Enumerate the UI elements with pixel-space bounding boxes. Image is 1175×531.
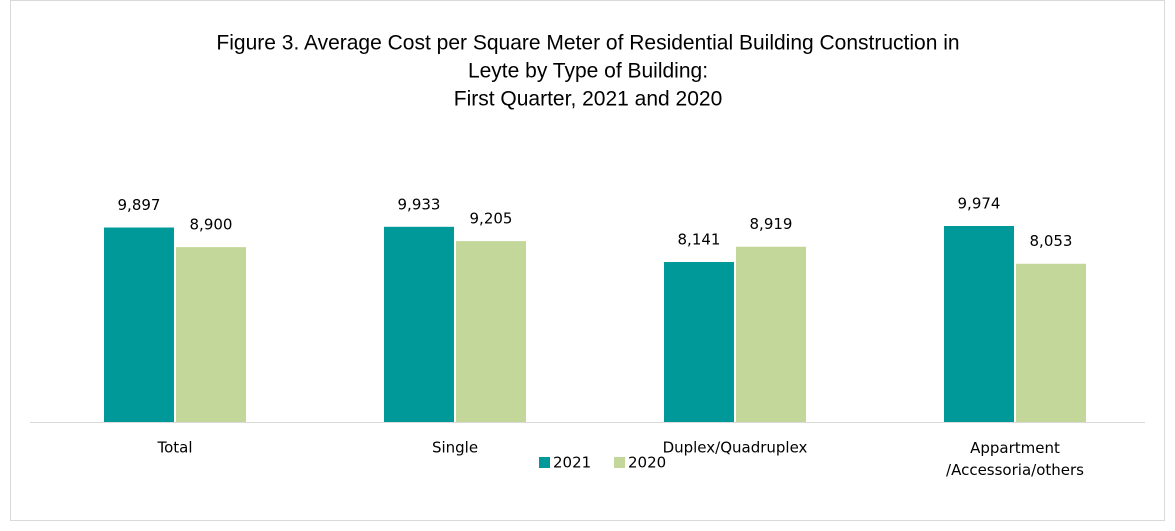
data-label: 8,053 xyxy=(1030,232,1073,250)
data-label: 9,897 xyxy=(118,196,161,214)
bar xyxy=(736,246,806,422)
x-tick-label: Total xyxy=(156,439,192,457)
legend-swatch xyxy=(614,457,625,468)
bar xyxy=(456,241,526,422)
bar xyxy=(176,247,246,422)
legend-swatch xyxy=(539,457,550,468)
chart-title: Figure 3. Average Cost per Square Meter … xyxy=(216,32,959,55)
data-label: 8,900 xyxy=(190,216,233,234)
bar xyxy=(1016,263,1086,422)
x-tick-label: Duplex/Quadruplex xyxy=(663,439,808,457)
data-label: 8,141 xyxy=(678,231,721,249)
bar xyxy=(944,226,1014,422)
x-tick-label: Single xyxy=(432,439,478,457)
data-label: 9,933 xyxy=(398,195,441,213)
bar xyxy=(664,262,734,422)
chart-title: First Quarter, 2021 and 2020 xyxy=(454,88,723,111)
bar xyxy=(384,226,454,422)
data-label: 8,919 xyxy=(750,215,793,233)
data-label: 9,205 xyxy=(470,210,513,228)
legend-label: 2021 xyxy=(553,454,591,472)
x-tick-label: Appartment/Accessoria/others xyxy=(946,439,1084,479)
chart-title: Leyte by Type of Building: xyxy=(468,60,708,83)
legend-label: 2020 xyxy=(628,454,666,472)
bar xyxy=(104,227,174,422)
data-label: 9,974 xyxy=(958,195,1001,213)
